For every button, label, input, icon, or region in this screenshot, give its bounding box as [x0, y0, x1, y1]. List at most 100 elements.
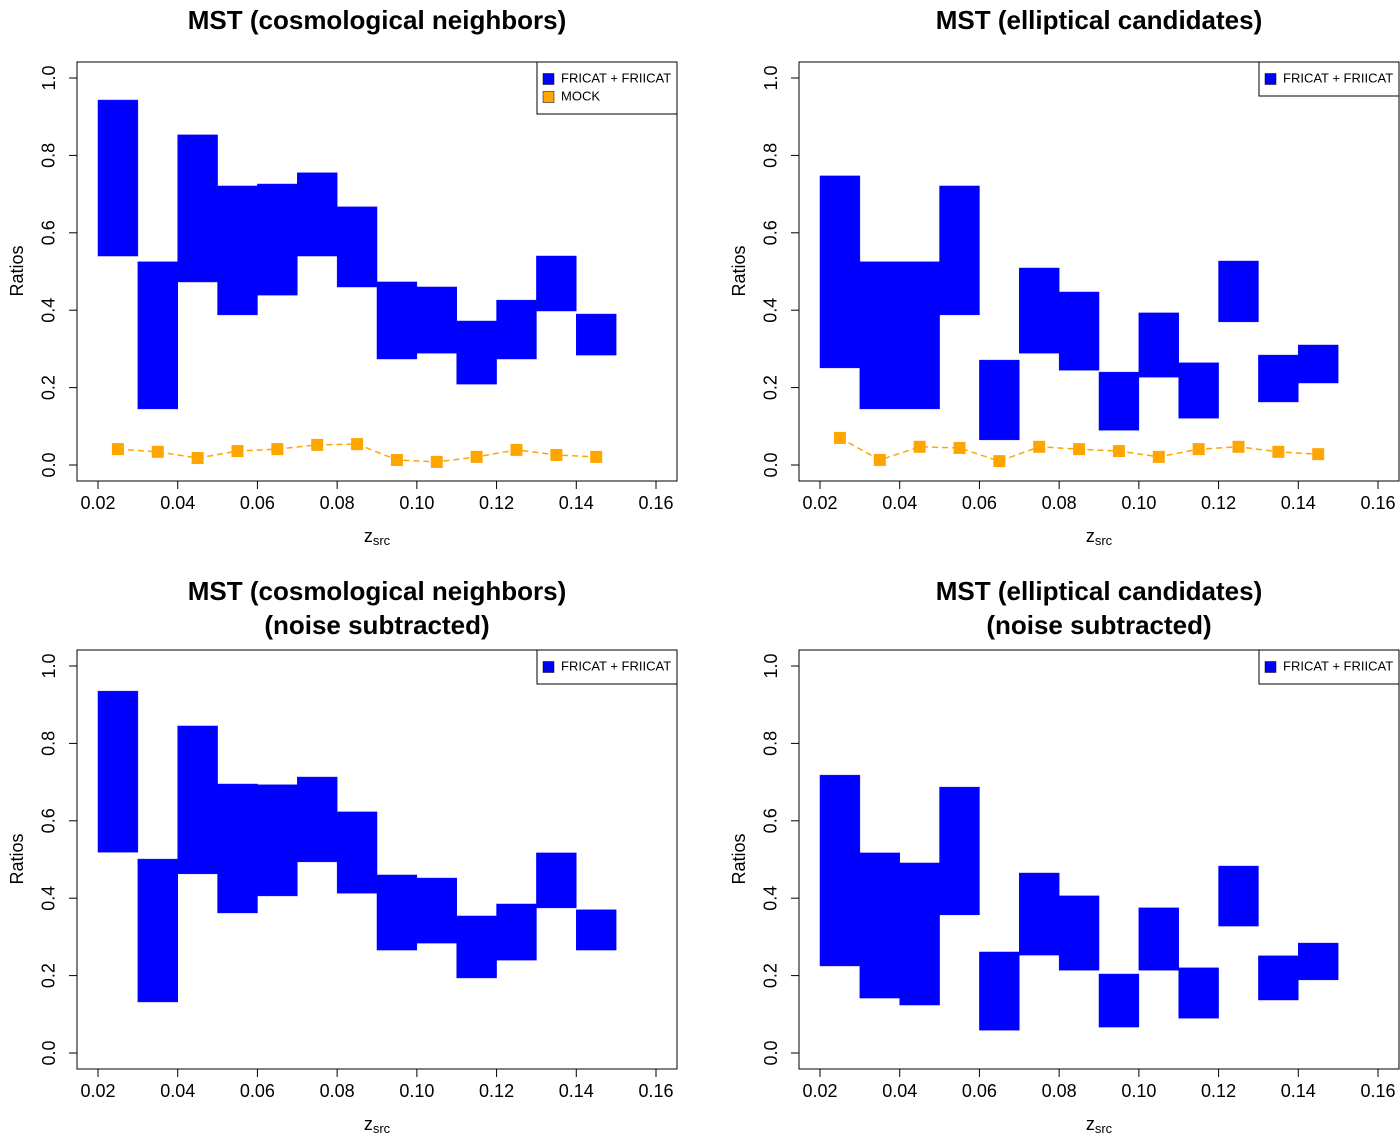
- chart-title: MST (cosmological neighbors): [188, 5, 566, 35]
- panel: MST (elliptical candidates) (noise subtra…: [729, 576, 1400, 1133]
- x-tick-label: 0.08: [1042, 1081, 1077, 1101]
- range-bar: [1258, 955, 1299, 1001]
- y-axis-label: Ratios: [7, 245, 27, 296]
- legend-frame: [536, 61, 678, 115]
- x-tick-label: 0.06: [962, 1081, 997, 1101]
- range-bar: [859, 852, 900, 999]
- y-tick-label: 1.0: [761, 65, 781, 90]
- marker: [1312, 448, 1325, 461]
- range-bar: [1298, 344, 1339, 384]
- plot-frame: [76, 61, 678, 482]
- legend-label: FRICAT + FRIICAT: [561, 658, 671, 673]
- range-bar: [137, 261, 178, 410]
- x-tick-label: 0.08: [320, 493, 355, 513]
- x-axis-label-sub: src: [1095, 1121, 1113, 1133]
- x-tick-label: 0.16: [1360, 1081, 1395, 1101]
- range-bar: [576, 313, 617, 356]
- marker: [231, 445, 244, 458]
- range-bar: [217, 783, 258, 914]
- range-bar: [1138, 907, 1179, 971]
- plot-frame: [798, 61, 1400, 482]
- range-bar: [819, 175, 861, 369]
- x-axis-label: zsrc: [1086, 526, 1113, 549]
- range-bar: [979, 359, 1020, 441]
- x-axis-label-sub: src: [1095, 533, 1113, 548]
- range-bar: [376, 281, 418, 360]
- legend-label: FRICAT + FRIICAT: [561, 70, 671, 85]
- x-tick-label: 0.14: [559, 1081, 594, 1101]
- chart-title: MST (elliptical candidates): [936, 576, 1263, 606]
- plot-frame: [76, 649, 678, 1070]
- x-tick-label: 0.14: [559, 493, 594, 513]
- marker: [550, 448, 563, 461]
- chart-title: (noise subtracted): [264, 610, 489, 640]
- range-bar: [496, 299, 537, 360]
- range-bar: [456, 320, 497, 385]
- marker: [470, 450, 483, 463]
- x-tick-label: 0.14: [1281, 493, 1316, 513]
- legend-swatch: [542, 661, 555, 673]
- legend-swatch: [1264, 661, 1277, 673]
- y-axis-label: Ratios: [729, 833, 749, 884]
- x-tick-label: 0.16: [1360, 493, 1395, 513]
- x-axis-label: zsrc: [364, 1114, 391, 1133]
- panel: MST (cosmological neighbors) (noise subtr…: [7, 576, 678, 1133]
- range-bar: [376, 874, 418, 951]
- legend-swatch: [542, 73, 555, 85]
- y-tick-label: 0.4: [761, 298, 781, 323]
- y-tick-label: 1.0: [761, 653, 781, 678]
- range-bar: [1218, 865, 1259, 927]
- y-tick-label: 0.0: [39, 1040, 59, 1065]
- legend-label: MOCK: [561, 88, 600, 103]
- y-tick-label: 0.8: [761, 143, 781, 168]
- range-bar: [297, 776, 338, 863]
- y-tick-label: 1.0: [39, 653, 59, 678]
- marker: [1152, 450, 1165, 463]
- marker: [271, 443, 284, 456]
- range-bar: [257, 784, 298, 897]
- x-tick-label: 0.08: [320, 1081, 355, 1101]
- range-bar: [456, 915, 497, 979]
- range-bar: [496, 903, 537, 961]
- range-bar: [97, 690, 139, 853]
- range-bar: [979, 951, 1020, 1031]
- legend-swatch: [1264, 73, 1277, 85]
- range-bar: [1138, 312, 1179, 378]
- marker: [351, 438, 364, 451]
- y-tick-label: 0.4: [39, 886, 59, 911]
- range-bar: [1019, 267, 1060, 354]
- plot-frame: [798, 649, 1400, 1070]
- y-tick-label: 0.0: [761, 1040, 781, 1065]
- marker: [1272, 445, 1285, 458]
- marker: [1192, 443, 1205, 456]
- range-bar: [1258, 354, 1299, 403]
- y-tick-label: 0.4: [761, 886, 781, 911]
- marker: [111, 443, 124, 456]
- x-tick-label: 0.02: [80, 493, 115, 513]
- x-tick-label: 0.04: [160, 493, 195, 513]
- range-bar: [1178, 362, 1219, 419]
- range-bar: [1098, 371, 1140, 431]
- y-tick-label: 0.8: [39, 731, 59, 756]
- y-axis-label: Ratios: [7, 833, 27, 884]
- legend-frame: [536, 649, 678, 685]
- marker: [833, 431, 846, 444]
- y-tick-label: 0.0: [761, 452, 781, 477]
- x-tick-label: 0.08: [1042, 493, 1077, 513]
- legend-frame: [1258, 61, 1400, 97]
- y-tick-label: 0.2: [39, 375, 59, 400]
- x-tick-label: 0.12: [479, 493, 514, 513]
- x-axis-label-main: z: [364, 526, 373, 546]
- x-tick-label: 0.02: [802, 1081, 837, 1101]
- x-axis-label-main: z: [364, 1114, 373, 1133]
- marker: [873, 453, 886, 466]
- range-bar: [819, 774, 861, 967]
- y-tick-label: 0.2: [39, 963, 59, 988]
- range-bar: [1298, 942, 1339, 981]
- marker: [1232, 440, 1245, 453]
- x-axis-label-sub: src: [373, 1121, 391, 1133]
- x-tick-label: 0.06: [240, 1081, 275, 1101]
- x-tick-label: 0.12: [1201, 493, 1236, 513]
- x-axis-label: zsrc: [1086, 1114, 1113, 1133]
